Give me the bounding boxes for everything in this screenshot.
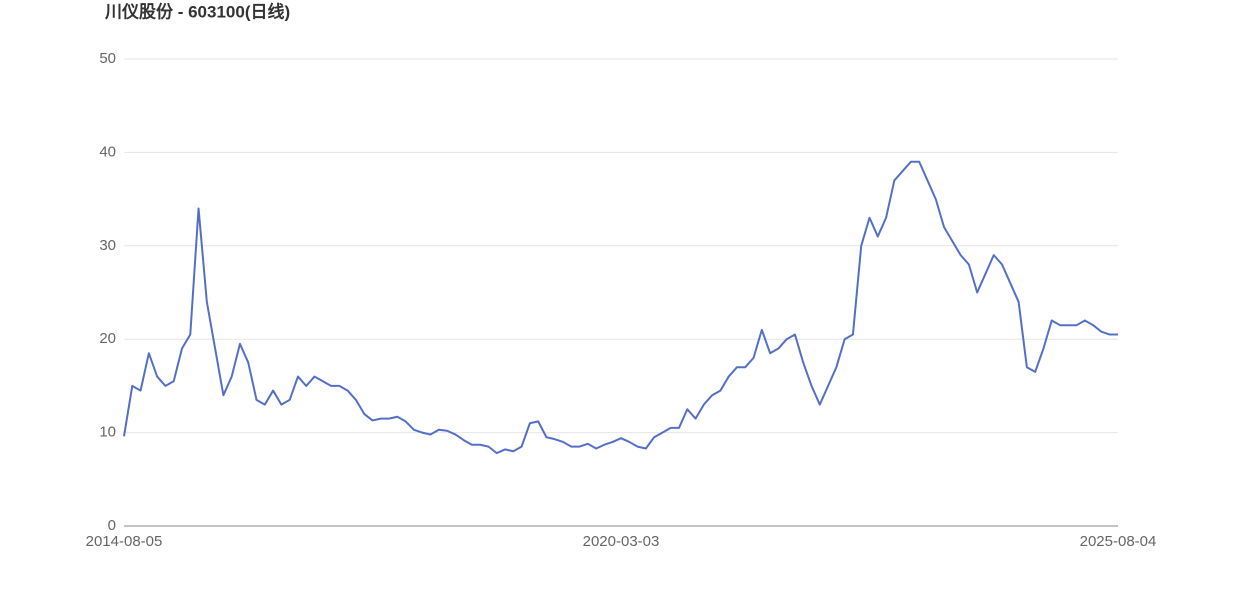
x-tick-label: 2014-08-05 bbox=[86, 533, 163, 550]
y-tick-label: 20 bbox=[99, 330, 116, 347]
y-tick-label: 30 bbox=[99, 237, 116, 254]
y-tick-label: 40 bbox=[99, 143, 116, 160]
y-tick-label: 0 bbox=[108, 517, 116, 534]
y-tick-label: 50 bbox=[99, 50, 116, 67]
x-tick-label: 2020-03-03 bbox=[583, 533, 660, 550]
chart-title: 川仪股份 - 603100(日线) bbox=[104, 1, 290, 21]
y-tick-label: 10 bbox=[99, 424, 116, 441]
x-tick-label: 2025-08-04 bbox=[1080, 533, 1157, 550]
line bbox=[123, 160, 1118, 455]
